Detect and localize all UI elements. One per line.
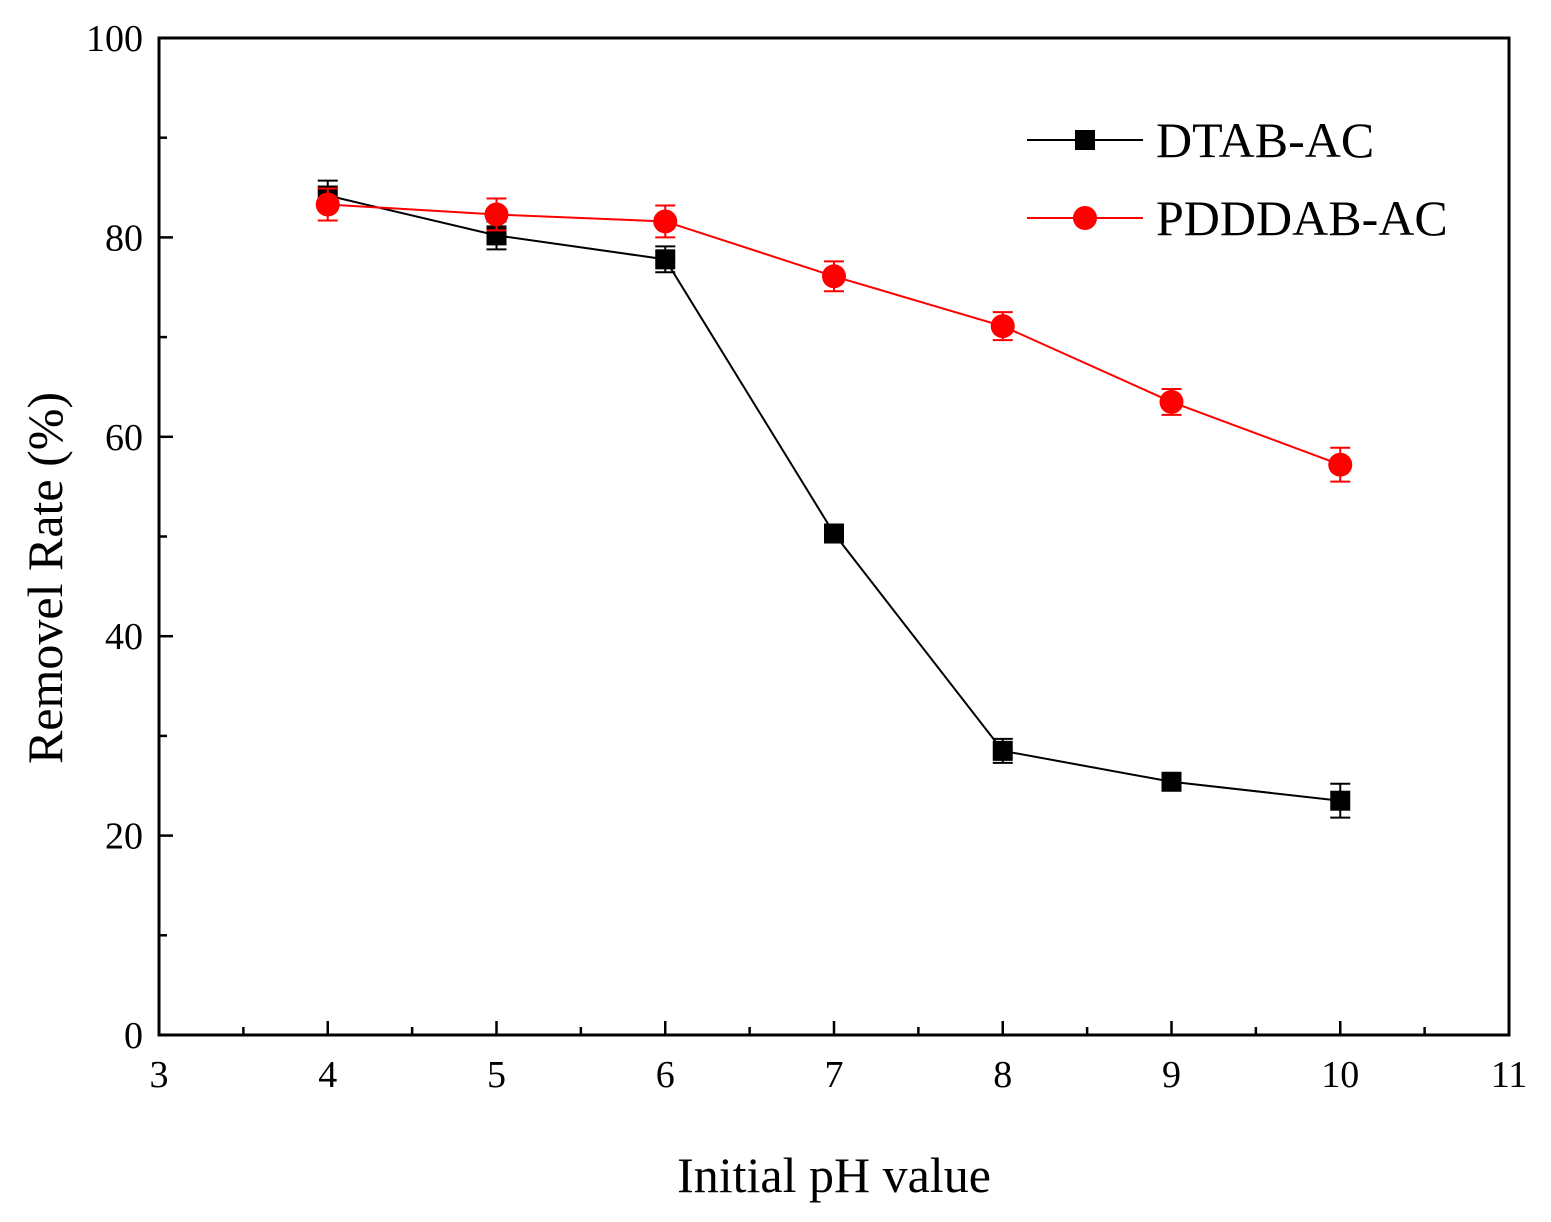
legend-entry: DTAB-AC — [1027, 112, 1374, 168]
y-tick-label: 80 — [105, 217, 143, 259]
y-tick-label: 20 — [105, 816, 143, 858]
x-axis-title: Initial pH value — [677, 1147, 991, 1203]
data-point — [1328, 452, 1353, 477]
x-tick-label: 10 — [1321, 1054, 1359, 1096]
x-tick-label: 6 — [656, 1054, 675, 1096]
data-point — [824, 523, 844, 544]
data-point — [822, 264, 846, 289]
data-point — [1159, 389, 1184, 414]
x-tick-label: 5 — [487, 1054, 506, 1096]
x-tick-label: 8 — [993, 1054, 1012, 1096]
legend: DTAB-AC PDDDAB-AC — [1027, 112, 1448, 246]
y-tick-label: 40 — [105, 616, 143, 658]
data-point — [990, 314, 1015, 339]
legend-marker — [1075, 130, 1095, 150]
legend-marker — [1073, 206, 1097, 230]
data-point — [484, 202, 509, 227]
data-point — [1161, 771, 1182, 792]
x-tick-label: 3 — [150, 1054, 169, 1096]
series-layer — [315, 179, 1353, 819]
data-point — [655, 249, 676, 270]
legend-label: PDDDAB-AC — [1156, 190, 1448, 246]
data-point — [653, 209, 678, 234]
legend-entry: PDDDAB-AC — [1027, 190, 1448, 246]
data-point — [992, 740, 1013, 761]
x-tick-label: 11 — [1491, 1054, 1528, 1096]
x-tick-label: 9 — [1162, 1054, 1181, 1096]
y-tick-label: 60 — [105, 417, 143, 459]
y-tick-label: 100 — [86, 18, 143, 60]
x-tick-label: 4 — [318, 1054, 337, 1096]
axis-ticks — [159, 136, 1426, 1035]
data-point — [315, 192, 340, 217]
tick-labels: 3 4 5 6 7 8 9 10 11 0 20 40 60 80 100 — [86, 18, 1527, 1096]
y-tick-label: 0 — [124, 1015, 143, 1057]
data-point — [1330, 790, 1351, 811]
y-axis-title: Removel Rate (%) — [17, 392, 73, 764]
x-tick-label: 7 — [825, 1054, 844, 1096]
series-PDDDAB-AC — [315, 187, 1353, 483]
legend-label: DTAB-AC — [1156, 112, 1374, 168]
